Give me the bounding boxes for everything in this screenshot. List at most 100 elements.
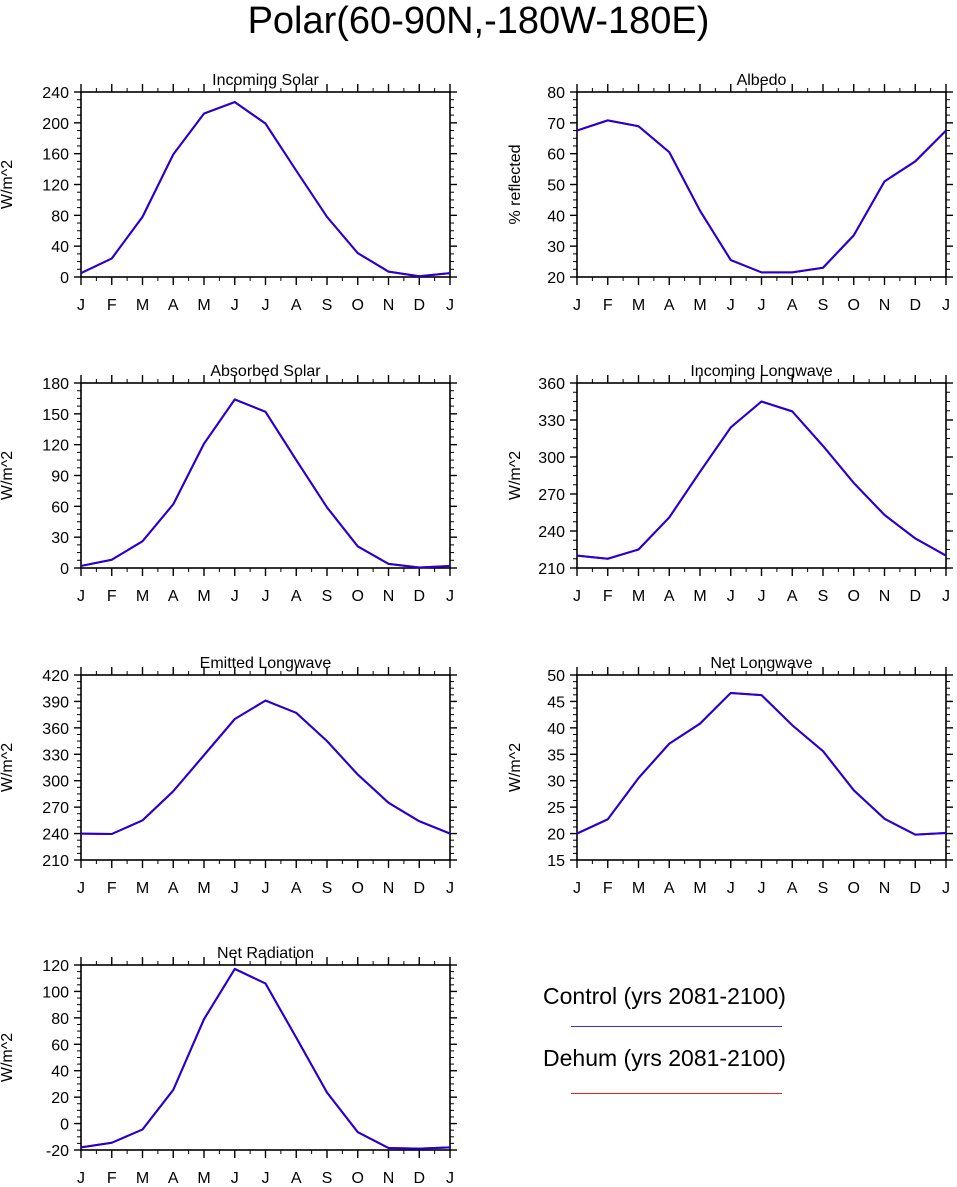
x-tick-label: D: [413, 588, 425, 605]
y-tick-label: -20: [46, 1143, 69, 1160]
y-tick-label: 150: [42, 407, 69, 424]
y-tick-label: 30: [547, 239, 565, 256]
x-tick-label: A: [787, 880, 798, 897]
x-tick-label: M: [136, 880, 149, 897]
x-tick-label: S: [322, 297, 333, 314]
y-tick-label: 360: [42, 721, 69, 738]
y-tick-label: 330: [538, 413, 565, 430]
x-tick-label: S: [322, 880, 333, 897]
y-tick-label: 210: [42, 853, 69, 870]
y-tick-label: 420: [42, 668, 69, 685]
x-tick-label: J: [446, 880, 454, 897]
y-tick-label: 60: [51, 1037, 69, 1054]
plot-frame: [80, 674, 451, 861]
panel-4: Emitted Longwave J F M A M J J A S O N D J 210 240 270 30…: [0, 655, 457, 897]
y-tick-label: 120: [42, 178, 69, 195]
x-tick-label: A: [787, 588, 798, 605]
x-tick-label: J: [942, 297, 950, 314]
panel-title: Incoming Solar: [212, 72, 319, 89]
series-line-control: [576, 691, 947, 836]
series-line-control: [80, 967, 451, 1150]
x-tick-label: M: [197, 297, 210, 314]
x-tick-label: J: [77, 1170, 85, 1187]
y-tick-label: 25: [547, 800, 565, 817]
x-tick-label: A: [291, 297, 302, 314]
y-tick-label: 270: [538, 487, 565, 504]
x-tick-label: J: [262, 297, 270, 314]
y-tick-label: 120: [42, 438, 69, 455]
x-tick-label: O: [352, 880, 364, 897]
y-axis-label: W/m^2: [0, 451, 16, 500]
x-tick-label: F: [603, 880, 613, 897]
x-tick-label: M: [197, 1170, 210, 1187]
x-tick-label: J: [727, 880, 735, 897]
x-tick-label: F: [107, 297, 117, 314]
series-line-dehum: [576, 119, 947, 274]
x-tick-label: O: [848, 297, 860, 314]
x-tick-label: M: [136, 588, 149, 605]
x-tick-label: N: [879, 297, 891, 314]
x-tick-label: D: [909, 880, 921, 897]
y-axis-label: W/m^2: [0, 160, 16, 209]
y-tick-label: 50: [547, 668, 565, 685]
series-line-control: [80, 101, 451, 278]
y-tick-label: 40: [51, 239, 69, 256]
x-tick-label: O: [848, 880, 860, 897]
panel-title: Incoming Longwave: [690, 363, 832, 380]
x-tick-label: D: [413, 1170, 425, 1187]
x-tick-label: J: [758, 880, 766, 897]
x-tick-label: A: [168, 880, 179, 897]
y-tick-label: 15: [547, 853, 565, 870]
x-tick-label: D: [909, 297, 921, 314]
panel-title: Absorbed Solar: [210, 363, 321, 380]
x-tick-label: A: [168, 297, 179, 314]
x-tick-label: J: [262, 588, 270, 605]
x-tick-label: S: [818, 880, 829, 897]
legend-label-control: Control (yrs 2081-2100): [543, 983, 786, 1009]
x-tick-label: J: [942, 588, 950, 605]
x-tick-label: D: [413, 880, 425, 897]
y-tick-label: 60: [547, 147, 565, 164]
panel-1: Albedo J F M A M J J A S O N D J 20 30 40 50 60 70 80 % refle…: [507, 72, 953, 314]
figure-title: Polar(60-90N,-180W-180E): [247, 0, 710, 42]
plot-frame: [80, 91, 451, 278]
y-tick-label: 270: [42, 800, 69, 817]
x-tick-label: M: [632, 297, 645, 314]
x-tick-label: J: [446, 1170, 454, 1187]
series-line-dehum: [576, 691, 947, 836]
y-tick-label: 240: [538, 524, 565, 541]
y-tick-label: 35: [547, 747, 565, 764]
y-tick-label: 200: [42, 116, 69, 133]
y-tick-label: 210: [538, 561, 565, 578]
y-axis-label: W/m^2: [507, 451, 524, 500]
x-tick-label: J: [262, 880, 270, 897]
series-line-dehum: [80, 101, 451, 278]
plot-frame: [576, 382, 947, 569]
y-tick-label: 20: [547, 270, 565, 287]
series-line-control: [576, 400, 947, 560]
x-tick-label: O: [848, 588, 860, 605]
y-tick-label: 90: [51, 469, 69, 486]
y-tick-label: 40: [547, 208, 565, 225]
x-tick-label: A: [168, 588, 179, 605]
y-tick-label: 80: [51, 1011, 69, 1028]
x-tick-label: N: [383, 1170, 395, 1187]
x-tick-label: J: [573, 297, 581, 314]
panel-title: Net Radiation: [217, 945, 314, 962]
x-tick-label: M: [632, 880, 645, 897]
x-tick-label: O: [352, 588, 364, 605]
x-tick-label: J: [231, 588, 239, 605]
y-tick-label: 0: [60, 1117, 69, 1134]
y-tick-label: 180: [42, 376, 69, 393]
x-tick-label: J: [262, 1170, 270, 1187]
y-tick-label: 160: [42, 147, 69, 164]
x-tick-label: M: [693, 588, 706, 605]
x-tick-label: M: [632, 588, 645, 605]
y-axis-label: W/m^2: [507, 743, 524, 792]
panel-3: Incoming Longwave J F M A M J J A S O N D J 210 240 270 3…: [507, 363, 953, 605]
y-tick-label: 30: [547, 774, 565, 791]
series-line-control: [576, 119, 947, 274]
x-tick-label: A: [291, 880, 302, 897]
y-tick-label: 60: [51, 499, 69, 516]
